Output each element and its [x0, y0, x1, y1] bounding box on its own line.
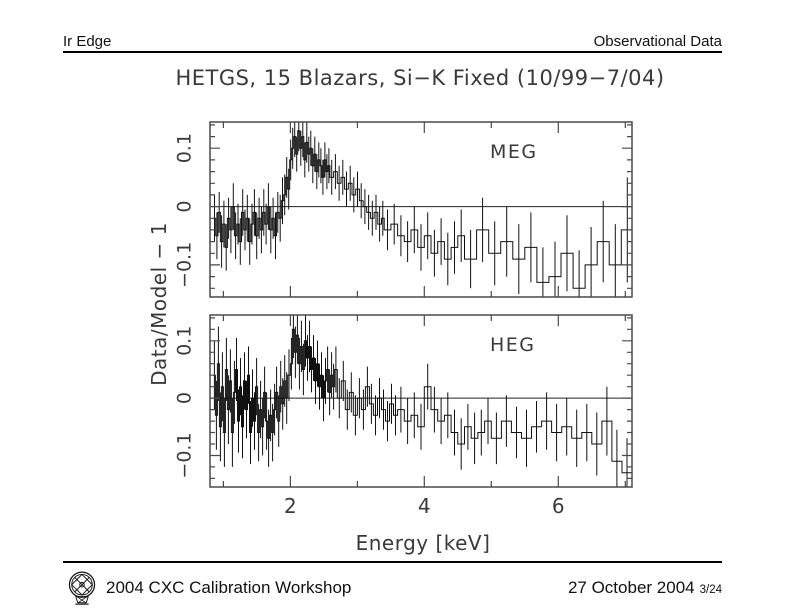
y-tick-label: 0 — [174, 392, 196, 404]
y-axis-title: Data/Model − 1 — [147, 222, 171, 386]
footer: 2004 CXC Calibration Workshop 27 October… — [63, 569, 722, 607]
heg-panel: 0.1 0 −0.1 HEG 2 4 6 — [174, 314, 633, 518]
x-tick-label: 4 — [418, 494, 431, 518]
axis-ticks — [210, 122, 632, 297]
axis-ticks — [210, 315, 632, 487]
figure-title: HETGS, 15 Blazars, Si−K Fixed (10/99−7/0… — [175, 66, 665, 90]
meg-panel: 0.1 0 −0.1 MEG — [174, 121, 633, 298]
y-tick-label: −0.1 — [174, 432, 196, 478]
plot-frame — [209, 314, 633, 488]
plot-frame — [209, 121, 633, 298]
y-tick-label: 0 — [174, 201, 196, 213]
header-rule — [63, 51, 722, 53]
footer-rule — [63, 561, 722, 563]
header-left-label: Ir Edge — [63, 33, 112, 50]
x-tick-label: 2 — [284, 494, 297, 518]
panel-label-heg: HEG — [490, 334, 536, 356]
x-axis-title: Energy [keV] — [356, 531, 491, 555]
y-tick-label: −0.1 — [174, 242, 196, 288]
header-right-label: Observational Data — [593, 33, 722, 50]
footer-date-label: 27 October 2004 — [567, 578, 695, 597]
footer-right: 27 October 2004 3/24 — [568, 578, 722, 598]
meg-data — [213, 122, 632, 297]
y-tick-label: 0.1 — [174, 326, 196, 356]
cxc-logo-icon — [68, 571, 96, 605]
page-number: 3/24 — [699, 584, 722, 596]
y-tick-label: 0.1 — [174, 133, 196, 163]
x-tick-label: 6 — [552, 494, 565, 518]
heg-data — [213, 315, 632, 487]
header: Ir Edge Observational Data — [63, 33, 722, 50]
panel-label-meg: MEG — [490, 141, 538, 163]
footer-workshop-label: 2004 CXC Calibration Workshop — [106, 578, 352, 597]
